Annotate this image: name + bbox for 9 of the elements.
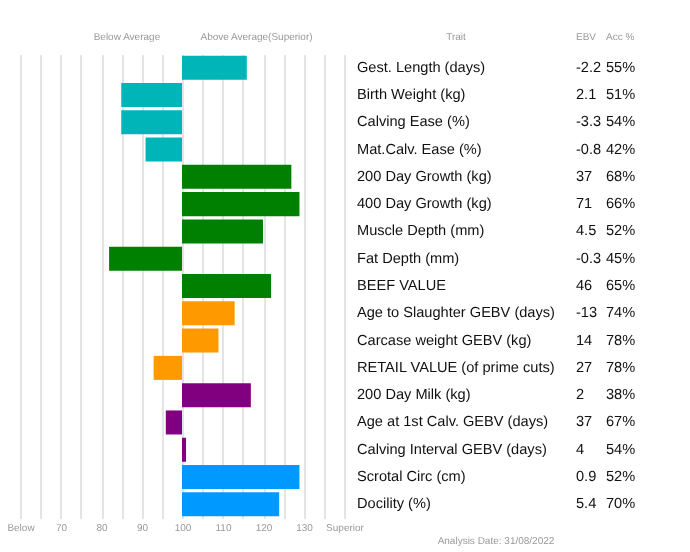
bar — [182, 301, 235, 326]
bar — [145, 137, 182, 162]
bar — [182, 273, 272, 299]
bar — [165, 410, 182, 435]
bar — [109, 246, 182, 271]
bar — [182, 383, 251, 408]
bar — [182, 55, 247, 80]
bar — [182, 328, 219, 353]
bar — [153, 355, 182, 380]
